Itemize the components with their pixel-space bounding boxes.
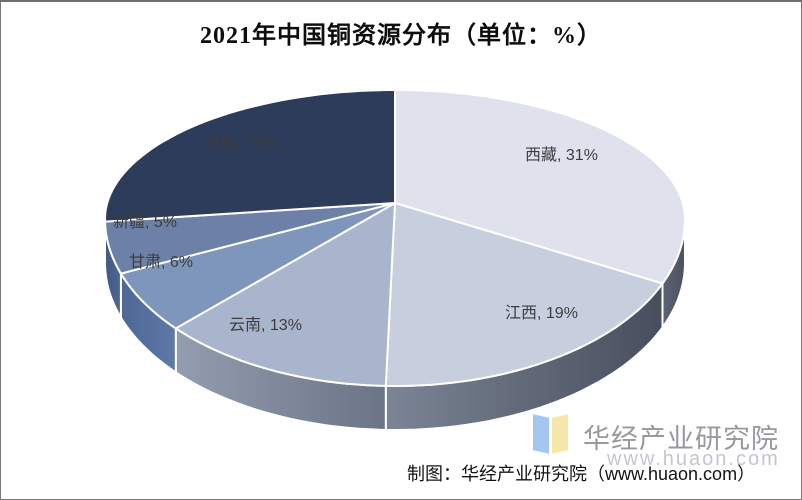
pie-slice-top-1 [384, 202, 664, 387]
slice-label-others: 其他, 25% [205, 135, 278, 152]
huaon-url-watermark: www.huaon.com [607, 448, 780, 470]
pie-slice-top-2 [174, 202, 396, 387]
slice-label-gansu: 甘肃, 6% [129, 254, 194, 271]
pie-slice-top-3 [119, 202, 396, 330]
pie-slice-top-0 [394, 89, 686, 285]
slice-label-xinjiang: 新疆, 5% [113, 214, 178, 231]
slice-label-jiangxi: 江西, 19% [505, 305, 578, 322]
huaon-logo-icon [533, 412, 573, 458]
slice-label-tibet: 西藏, 31% [525, 147, 598, 164]
chart-title: 2021年中国铜资源分布（单位：%） [200, 23, 602, 49]
logo-book-right-page [552, 414, 568, 454]
logo-book-left-page [533, 414, 549, 454]
slice-label-yunnan: 云南, 13% [229, 317, 302, 334]
pie-slice-top-5 [104, 89, 396, 223]
attribution-text: 制图：华经产业研究院（www.huaon.com） [407, 464, 756, 484]
huaon-logo-text: 华经产业研究院 [583, 424, 779, 454]
